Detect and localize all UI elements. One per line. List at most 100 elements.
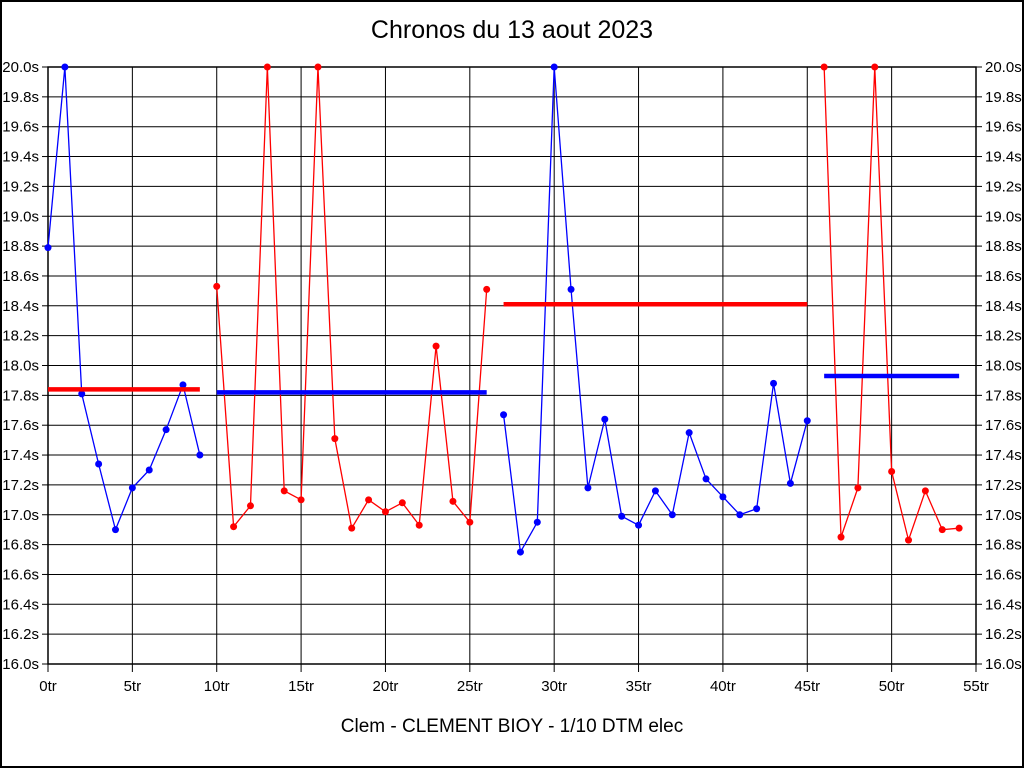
stint-3-lap-point [584,484,592,492]
stint-3-lap-point [601,415,609,423]
stint-2-lap-point [348,524,356,532]
y-axis-label-right: 18.2s [985,328,1022,345]
y-axis-label-right: 19.2s [985,178,1022,195]
stint-4-lap-point [921,487,929,495]
stint-1-lap-point [162,426,170,434]
stint-1-lap-point [111,526,119,534]
y-axis-label-left: 18.2s [2,328,39,345]
x-axis-label: 5tr [124,678,142,695]
stint-3-lap-point [567,285,575,293]
stint-2-lap-point [263,63,271,71]
y-axis-label-left: 17.6s [2,417,39,434]
stint-2-lap-point [246,502,254,510]
stint-2-lap-point [213,282,221,290]
driver-footer: Clem - CLEMENT BIOY - 1/10 DTM elec [340,716,684,737]
x-axis-label: 35tr [626,678,652,695]
x-axis-label: 45tr [794,678,820,695]
y-axis-label-right: 16.8s [985,537,1022,554]
y-axis-label-left: 16.2s [2,626,39,643]
grid [47,66,977,665]
stint-3-lap-point [702,475,710,483]
stint-1-lap-point [196,451,204,459]
y-axis-label-right: 16.6s [985,566,1022,583]
x-axis-label: 40tr [710,678,736,695]
y-axis-label-right: 20.0s [985,59,1022,76]
y-axis-label-left: 19.4s [2,149,39,166]
stint-2-line [216,66,488,530]
y-axis-label-left: 16.4s [2,596,39,613]
stint-4-lap-point [955,524,963,532]
y-axis-label-left: 20.0s [2,59,39,76]
y-axis-label-left: 17.8s [2,387,39,404]
x-axis-label: 55tr [963,678,989,695]
stint-4-lap-point [820,63,828,71]
stint-2-lap-point [466,518,474,526]
y-axis-label-right: 19.8s [985,89,1022,106]
stint-1-lap-point [95,460,103,468]
stint-3-lap-point [618,512,626,520]
y-axis-label-left: 17.0s [2,507,39,524]
y-axis-label-left: 16.6s [2,566,39,583]
stint-2-lap-point [398,499,406,507]
y-axis-label-right: 16.4s [985,596,1022,613]
stint-3-lap-point [635,521,643,529]
stint-1-lap-point [145,466,153,474]
stint-1-lap-point [128,484,136,492]
stint-4-lap-point [938,526,946,534]
stint-4-lap-point [888,467,896,475]
y-axis-label-left: 17.4s [2,447,39,464]
mean-lines [48,302,960,395]
stint-3-lap-point [533,518,541,526]
stint-3-lap-point [736,511,744,519]
x-axis-label: 30tr [541,678,567,695]
y-axis-label-left: 19.6s [2,119,39,136]
x-axis-label: 0tr [39,678,57,695]
chart-title: Chronos du 13 aout 2023 [370,16,654,44]
stint-3-lap-point [668,511,676,519]
y-axis-label-left: 18.6s [2,268,39,285]
y-axis-label-right: 18.8s [985,238,1022,255]
x-axis-label: 20tr [373,678,399,695]
y-axis-label-right: 19.6s [985,119,1022,136]
stint-2-lap-point [297,496,305,504]
stint-3-lap-point [685,429,693,437]
stint-2-lap-point [415,521,423,529]
axis-labels: 20.0s 20.0s 19.8s 19.8s 19.6s 19.6s 19.4s 19.4s… [2,59,1021,695]
y-axis-label-left: 16.0s [2,656,39,673]
y-axis-label-left: 16.8s [2,537,39,554]
stint-3-lap-point [719,493,727,501]
stint-3-lap-point [753,505,761,513]
stint-2-lap-point [483,285,491,293]
y-axis-label-right: 16.0s [985,656,1022,673]
x-axis-label: 15tr [288,678,314,695]
y-axis-label-right: 17.0s [985,507,1022,524]
y-axis-label-right: 17.2s [985,477,1022,494]
stint-4-lap-point [837,533,845,541]
stint-1-line [47,66,201,532]
x-axis-label: 10tr [204,678,230,695]
x-axis-label: 50tr [879,678,905,695]
stint-2-lap-point [314,63,322,71]
y-axis-label-left: 18.0s [2,358,39,375]
y-axis-label-right: 18.4s [985,298,1022,315]
y-axis-label-right: 18.0s [985,358,1022,375]
stint-2-lap-point [381,508,389,516]
y-axis-label-right: 17.8s [985,387,1022,404]
stint-4-lap-point [905,536,913,544]
stint-3-lap-point [651,487,659,495]
y-axis-label-left: 17.2s [2,477,39,494]
stint-3-lap-point [500,411,508,419]
stint-2-lap-point [449,497,457,505]
stint-3-lap-point [786,479,794,487]
stint-2-lap-point [365,496,373,504]
y-axis-label-right: 19.0s [985,208,1022,225]
stint-3-lap-point [516,548,524,556]
stint-3-lap-point [803,417,811,425]
stint-2-lap-point [280,487,288,495]
stint-3-lap-point [770,379,778,387]
stint-3-line [502,66,808,555]
stint-1-lap-point [61,63,69,71]
y-axis-label-right: 18.6s [985,268,1022,285]
x-axis-label: 25tr [457,678,483,695]
